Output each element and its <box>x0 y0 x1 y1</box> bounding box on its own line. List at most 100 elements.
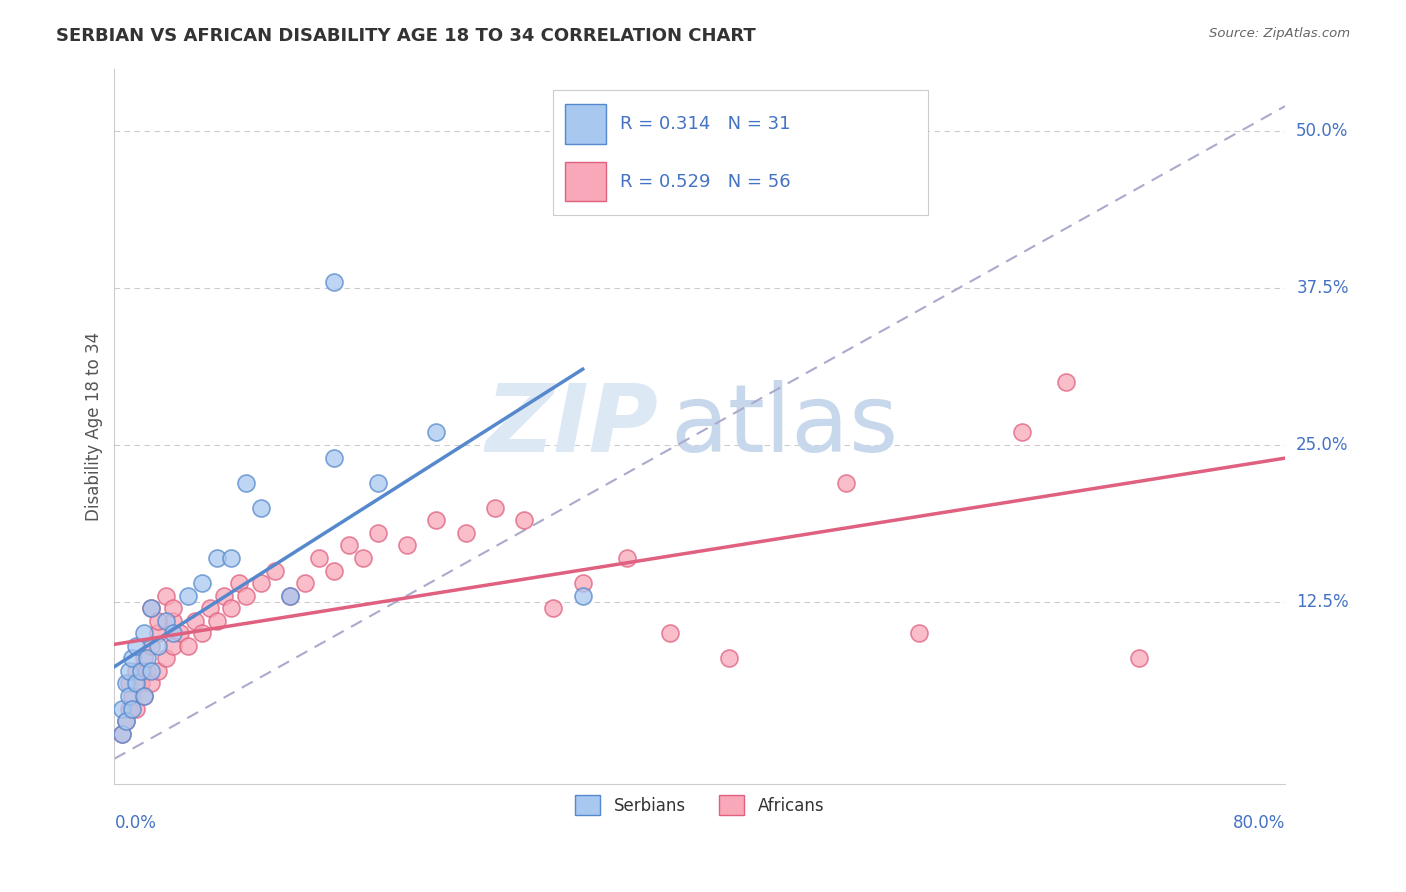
Point <box>908 626 931 640</box>
Point <box>129 664 152 678</box>
Y-axis label: Disability Age 18 to 34: Disability Age 18 to 34 <box>86 332 103 521</box>
Point <box>111 701 134 715</box>
Point <box>205 614 228 628</box>
Point <box>135 664 157 678</box>
Point <box>162 601 184 615</box>
Point <box>121 689 143 703</box>
Point <box>111 726 134 740</box>
Point <box>396 538 419 552</box>
Point <box>278 589 301 603</box>
Point <box>132 689 155 703</box>
Point <box>337 538 360 552</box>
Point <box>571 576 593 591</box>
Point <box>367 525 389 540</box>
Point <box>191 576 214 591</box>
Point <box>221 601 243 615</box>
Point <box>135 651 157 665</box>
Point <box>118 664 141 678</box>
Text: SERBIAN VS AFRICAN DISABILITY AGE 18 TO 34 CORRELATION CHART: SERBIAN VS AFRICAN DISABILITY AGE 18 TO … <box>56 27 756 45</box>
Point <box>125 664 148 678</box>
Point <box>125 676 148 690</box>
FancyBboxPatch shape <box>565 161 606 201</box>
Point <box>139 601 162 615</box>
Point <box>115 714 138 728</box>
Point <box>718 651 741 665</box>
Point <box>148 626 170 640</box>
Point <box>139 639 162 653</box>
Point <box>115 714 138 728</box>
Point <box>125 639 148 653</box>
Point <box>118 701 141 715</box>
Point <box>294 576 316 591</box>
Point <box>155 614 177 628</box>
Text: 12.5%: 12.5% <box>1296 593 1348 611</box>
Point <box>543 601 565 615</box>
Point <box>129 676 152 690</box>
Point <box>484 500 506 515</box>
Point <box>322 275 344 289</box>
Text: 0.0%: 0.0% <box>114 814 156 832</box>
Point <box>264 564 287 578</box>
Point <box>308 551 330 566</box>
FancyBboxPatch shape <box>565 104 606 144</box>
Point <box>121 651 143 665</box>
Point <box>121 701 143 715</box>
Point <box>184 614 207 628</box>
Point <box>425 425 447 440</box>
Point <box>221 551 243 566</box>
Text: 25.0%: 25.0% <box>1296 436 1348 454</box>
Point <box>148 639 170 653</box>
Point <box>198 601 221 615</box>
Point <box>125 701 148 715</box>
Point <box>205 551 228 566</box>
Point <box>155 651 177 665</box>
Point <box>169 626 191 640</box>
Text: atlas: atlas <box>671 380 898 472</box>
Point <box>139 664 162 678</box>
Point <box>616 551 638 566</box>
Point <box>249 500 271 515</box>
Point <box>235 589 257 603</box>
Point <box>132 626 155 640</box>
Text: ZIP: ZIP <box>486 380 659 472</box>
Point <box>352 551 374 566</box>
Point <box>118 689 141 703</box>
Point <box>111 726 134 740</box>
Point <box>155 589 177 603</box>
Point <box>148 664 170 678</box>
Point <box>322 564 344 578</box>
Point <box>367 475 389 490</box>
Text: 50.0%: 50.0% <box>1296 122 1348 140</box>
FancyBboxPatch shape <box>554 90 928 215</box>
Text: R = 0.529   N = 56: R = 0.529 N = 56 <box>620 172 790 191</box>
Point <box>249 576 271 591</box>
Point <box>228 576 250 591</box>
Point <box>212 589 235 603</box>
Point <box>162 639 184 653</box>
Point <box>162 614 184 628</box>
Point <box>278 589 301 603</box>
Point <box>322 450 344 465</box>
Point <box>191 626 214 640</box>
Point <box>176 589 198 603</box>
Point <box>513 513 536 527</box>
Point <box>835 475 858 490</box>
Point <box>132 651 155 665</box>
Point <box>571 589 593 603</box>
Legend: Serbians, Africans: Serbians, Africans <box>568 789 831 822</box>
Point <box>115 676 138 690</box>
Point <box>454 525 477 540</box>
Point <box>162 626 184 640</box>
Point <box>425 513 447 527</box>
Point <box>139 601 162 615</box>
Point <box>176 639 198 653</box>
Point <box>118 676 141 690</box>
Point <box>1054 376 1077 390</box>
Text: 80.0%: 80.0% <box>1233 814 1285 832</box>
Point <box>1011 425 1033 440</box>
Point <box>1128 651 1150 665</box>
Point <box>132 689 155 703</box>
Point <box>139 676 162 690</box>
Text: 37.5%: 37.5% <box>1296 279 1348 297</box>
Point <box>659 626 682 640</box>
